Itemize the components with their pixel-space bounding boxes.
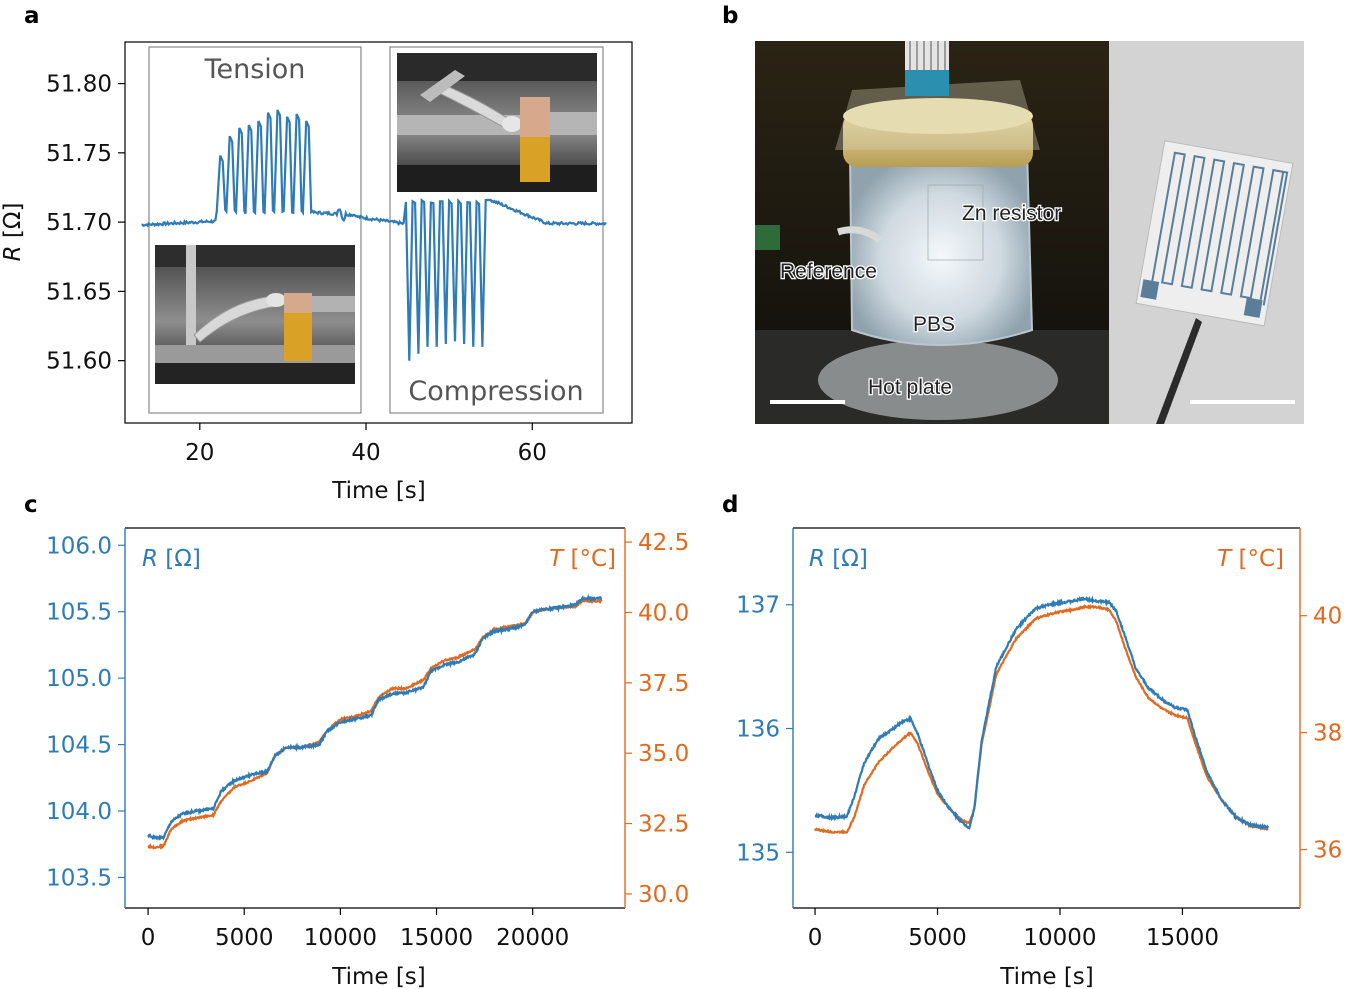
- panel-a-ytick-label: 51.65: [46, 279, 112, 305]
- panel-c-y2tick-label: 35.0: [638, 741, 689, 767]
- panel-c-resistance-series: [147, 593, 602, 841]
- panel-c-legend-t: T [°C]: [549, 546, 616, 572]
- panel-d-legend-t-symbol: T: [1217, 546, 1233, 572]
- panel-c-legend-r-unit: [Ω]: [158, 546, 201, 572]
- panel-c-xtick-label: 10000: [304, 925, 377, 951]
- panel-d-y2tick-label: 38: [1313, 721, 1342, 747]
- panel-c-y2tick-label: 32.5: [638, 812, 689, 838]
- panel-c-xtick-label: 20000: [496, 925, 569, 951]
- panel-c-ytick-label: 105.5: [46, 600, 112, 626]
- panel-d-legend-r: R [Ω]: [809, 546, 868, 572]
- label-zn-resistor: Zn resistor: [962, 202, 1061, 225]
- panel-a-ticks: 20 40 60 51.60 51.65 51.70 51.75 51.80: [46, 72, 547, 466]
- panel-c-ytick-label: 103.5: [46, 865, 112, 891]
- panel-a-frame: [124, 41, 633, 424]
- panel-label-b: b: [722, 3, 738, 29]
- panel-c-legend-t-symbol: T: [549, 546, 565, 572]
- panel-c-legend-r-symbol: R: [142, 546, 158, 572]
- panel-d-xlabel: Time [s]: [999, 964, 1094, 989]
- panel-c-xtick-label: 0: [141, 925, 156, 951]
- panel-d-resistance-series: [814, 595, 1270, 832]
- panel-a-xtick-label: 20: [185, 440, 214, 466]
- panel-c-ytick-label: 106.0: [46, 533, 112, 559]
- panel-d-legend-r-unit: [Ω]: [825, 546, 868, 572]
- label-reference: Reference: [780, 260, 877, 283]
- panel-label-a: a: [24, 3, 40, 29]
- panel-c-xtick-label: 5000: [215, 925, 274, 951]
- panel-a-ytick-label: 51.70: [46, 210, 112, 236]
- compression-inset-box: [389, 46, 604, 414]
- panel-c-y2tick-label: 42.5: [638, 530, 689, 556]
- panel-d-y2tick-label: 40: [1313, 604, 1342, 630]
- panel-d: 0 5000 10000 15000 135 136 137 36 38 40 R [Ω] T […: [736, 527, 1342, 989]
- panel-d-ytick-label: 137: [736, 593, 780, 619]
- panel-a-ytick-label: 51.80: [46, 72, 112, 98]
- panel-label-d: d: [722, 492, 738, 518]
- compression-label: Compression: [408, 376, 583, 407]
- tension-inset-box: [148, 46, 362, 414]
- panel-a: Tension Compression: [0, 41, 633, 504]
- panel-c-ytick-label: 104.5: [46, 733, 112, 759]
- panel-d-xtick-label: 5000: [908, 925, 967, 951]
- panel-c-legend-t-unit: [°C]: [563, 546, 616, 572]
- panel-a-xtick-label: 40: [351, 440, 380, 466]
- panel-label-c: c: [24, 492, 38, 518]
- panel-c-ticks: 0 5000 10000 15000 20000 103.5 104.0 104.5 105.0…: [46, 527, 689, 951]
- panel-d-ytick-label: 135: [736, 840, 780, 866]
- panel-a-xlabel: Time [s]: [331, 478, 426, 504]
- tension-label: Tension: [204, 54, 306, 85]
- panel-d-xtick-label: 15000: [1146, 925, 1219, 951]
- zn-serpentine-trace: [1150, 151, 1289, 306]
- panel-a-ylabel-symbol: R: [0, 245, 26, 261]
- panel-d-ticks: 0 5000 10000 15000 135 136 137 36 38 40: [736, 527, 1342, 951]
- scale-bar-left: [770, 400, 845, 404]
- panel-a-ytick-label: 51.60: [46, 349, 112, 375]
- panel-c-legend-r: R [Ω]: [142, 546, 201, 572]
- panel-d-temperature-series: [814, 604, 1269, 835]
- panel-a-ytick-label: 51.75: [46, 141, 112, 167]
- panel-c-ytick-label: 104.0: [46, 799, 112, 825]
- panel-c-xlabel: Time [s]: [331, 964, 426, 989]
- label-hot-plate: Hot plate: [868, 376, 952, 399]
- tension-photo: [155, 245, 355, 384]
- panel-a-ylabel-unit: [Ω]: [0, 203, 26, 246]
- panel-c: 0 5000 10000 15000 20000 103.5 104.0 104.5 105.0…: [46, 527, 689, 989]
- panel-c-y2tick-label: 37.5: [638, 671, 689, 697]
- compression-photo: [397, 53, 597, 192]
- panel-d-legend-t-unit: [°C]: [1231, 546, 1284, 572]
- panel-d-xtick-label: 0: [808, 925, 823, 951]
- panel-d-xtick-label: 10000: [1023, 925, 1096, 951]
- panel-d-legend-r-symbol: R: [809, 546, 825, 572]
- panel-a-xtick-label: 60: [518, 440, 547, 466]
- panel-a-ylabel: R [Ω]: [0, 203, 26, 262]
- panel-d-y2tick-label: 36: [1313, 838, 1342, 864]
- panel-d-legend-t: T [°C]: [1217, 546, 1284, 572]
- panel-b-photo: Zn resistor Reference PBS Hot plate: [755, 41, 1304, 424]
- scale-bar-right: [1190, 400, 1295, 404]
- panel-c-y2tick-label: 30.0: [638, 882, 689, 908]
- panel-a-resistance-series: [141, 109, 607, 361]
- panel-d-ytick-label: 136: [736, 717, 780, 743]
- label-pbs: PBS: [913, 313, 955, 336]
- panel-c-y2tick-label: 40.0: [638, 600, 689, 626]
- panel-c-temperature-series: [147, 598, 603, 850]
- panel-c-ytick-label: 105.0: [46, 666, 112, 692]
- panel-c-xtick-label: 15000: [400, 925, 473, 951]
